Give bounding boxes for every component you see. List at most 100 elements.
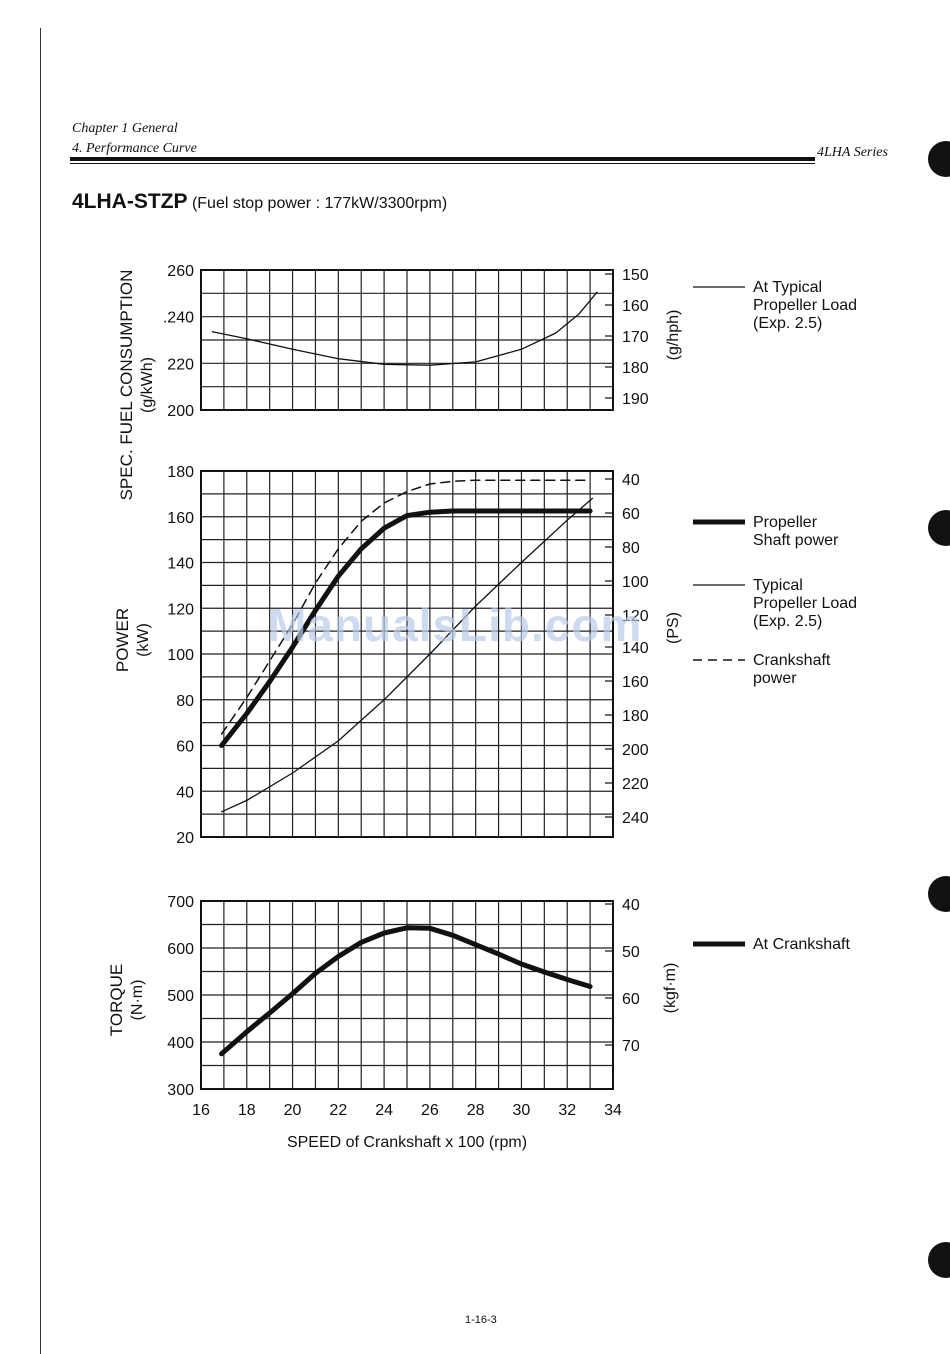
fuel-y-tick-label: 200: [167, 403, 194, 420]
fuel-y2-tick-label: 180: [622, 360, 649, 377]
legend-label: Propeller: [753, 514, 818, 531]
x-tick-label: 28: [467, 1102, 485, 1119]
x-axis-label: SPEED of Crankshaft x 100 (rpm): [287, 1134, 527, 1151]
power-plot-frame: [200, 470, 614, 838]
watermark: ManualsLib.com: [268, 599, 643, 651]
power-y-axis-label: POWER: [113, 608, 132, 672]
power-y2-tick-label: 180: [622, 708, 649, 725]
torque-y-axis-unit: (N·m): [129, 980, 146, 1021]
fuel-y-axis-label: SPEC. FUEL CONSUMPTION: [117, 270, 136, 501]
power-y2-tick-label: 220: [622, 776, 649, 793]
series-label: 4LHA Series: [817, 145, 888, 160]
punch-hole: [928, 1242, 950, 1278]
x-tick-label: 18: [238, 1102, 256, 1119]
power-y2-axis-label: (PS): [665, 612, 682, 644]
header-rule-thin: [70, 163, 815, 164]
torque-y2-tick-label: 70: [622, 1038, 640, 1055]
power-y2-tick-label: 200: [622, 742, 649, 759]
x-tick-label: 20: [284, 1102, 302, 1119]
fuel-y2-tick-label: 160: [622, 298, 649, 315]
fuel-chart: 200 220 .240 260 150 160 170 180 190 SPEC. FUEL C…: [117, 263, 682, 500]
fuel-y-tick-label: 220: [167, 356, 194, 373]
section-label: 4. Performance Curve: [72, 141, 197, 156]
punch-hole: [928, 876, 950, 912]
series-line-at-crankshaft: [219, 925, 593, 1057]
chapter-label: Chapter 1 General: [72, 121, 178, 136]
torque-chart: 300 400 500 600 700 40 50 60 70 TORQUE (N·m) (kgf·m…: [107, 894, 679, 1151]
power-y-tick-label: 80: [176, 693, 194, 710]
torque-y-tick-label: 700: [167, 894, 194, 911]
power-y2-tick-label: 60: [622, 506, 640, 523]
series-line-propeller-shaft-power: [219, 508, 593, 748]
power-y-tick-label: 140: [167, 556, 194, 573]
power-y-tick-label: 60: [176, 739, 194, 756]
torque-y-tick-label: 300: [167, 1082, 194, 1099]
legend-label: At Crankshaft: [753, 936, 850, 953]
legend-label: Shaft power: [753, 532, 839, 549]
power-y2-tick-label: 240: [622, 810, 649, 827]
legend-label: Propeller Load: [753, 595, 857, 612]
fuel-y-axis-unit: (g/kWh): [139, 357, 156, 413]
series-line-at-typical-propeller-load-exp-2-5: [211, 291, 598, 366]
power-y-tick-label: 40: [176, 784, 194, 801]
fuel-y2-tick-label: 150: [622, 267, 649, 284]
x-tick-label: 24: [375, 1102, 393, 1119]
power-y2-tick-label: 160: [622, 674, 649, 691]
legend-label: Crankshaft: [753, 652, 831, 669]
x-tick-label: 26: [421, 1102, 439, 1119]
legend-label: (Exp. 2.5): [753, 315, 822, 332]
legend-label: At Typical: [753, 279, 822, 296]
torque-y-tick-label: 400: [167, 1035, 194, 1052]
torque-plot-frame: [200, 900, 614, 1090]
fuel-y2-tick-label: 190: [622, 391, 649, 408]
power-y-axis-unit: (kW): [135, 623, 152, 657]
legend-label: Propeller Load: [753, 297, 857, 314]
power-y-tick-label: 100: [167, 647, 194, 664]
x-tick-label: 32: [558, 1102, 576, 1119]
page-number: 1-16-3: [465, 1314, 497, 1326]
torque-y-axis-label: TORQUE: [107, 964, 126, 1036]
legend-label: Typical: [753, 577, 803, 594]
page-title: 4LHA-STZP (Fuel stop power : 177kW/3300r…: [72, 190, 447, 214]
power-y2-tick-label: 120: [622, 608, 649, 625]
fuel-y2-tick-label: 170: [622, 329, 649, 346]
torque-y-tick-label: 600: [167, 941, 194, 958]
fuel-y-tick-label: .240: [163, 310, 194, 327]
x-tick-label: 30: [513, 1102, 531, 1119]
x-tick-label: 16: [192, 1102, 210, 1119]
power-y-tick-label: 180: [167, 464, 194, 481]
power-y-tick-label: 160: [167, 510, 194, 527]
power-y2-tick-label: 140: [622, 640, 649, 657]
fuel-y-tick-label: 260: [167, 263, 194, 280]
torque-y2-tick-label: 40: [622, 897, 640, 914]
fuel-plot-frame: [200, 269, 614, 411]
binder-margin-line: [40, 28, 41, 1354]
power-y2-tick-label: 80: [622, 540, 640, 557]
fuel-y2-axis-label: (g/hph): [665, 310, 682, 361]
legend-item: At Crankshaft: [693, 936, 850, 953]
power-y-tick-label: 120: [167, 601, 194, 618]
x-tick-label: 34: [604, 1102, 622, 1119]
legend-label: (Exp. 2.5): [753, 613, 822, 630]
torque-y2-tick-label: 50: [622, 944, 640, 961]
torque-y-tick-label: 500: [167, 988, 194, 1005]
power-chart: 20 40 60 80 100 120 140 160 180 40 60 80 100 120 140 16…: [113, 464, 682, 847]
header-rule: [70, 157, 815, 161]
torque-y2-tick-label: 60: [622, 991, 640, 1008]
punch-hole: [928, 141, 950, 177]
series-line-typical-propeller-load-exp-2-5: [220, 497, 594, 813]
power-y2-tick-label: 40: [622, 472, 640, 489]
torque-y2-axis-label: (kgf·m): [662, 963, 679, 1014]
power-y-tick-label: 20: [176, 830, 194, 847]
model-name: 4LHA-STZP: [72, 190, 188, 213]
model-subtitle: (Fuel stop power : 177kW/3300rpm): [191, 195, 448, 212]
legend-label: power: [753, 670, 797, 687]
punch-hole: [928, 510, 950, 546]
power-y2-tick-label: 100: [622, 574, 649, 591]
x-tick-label: 22: [329, 1102, 347, 1119]
